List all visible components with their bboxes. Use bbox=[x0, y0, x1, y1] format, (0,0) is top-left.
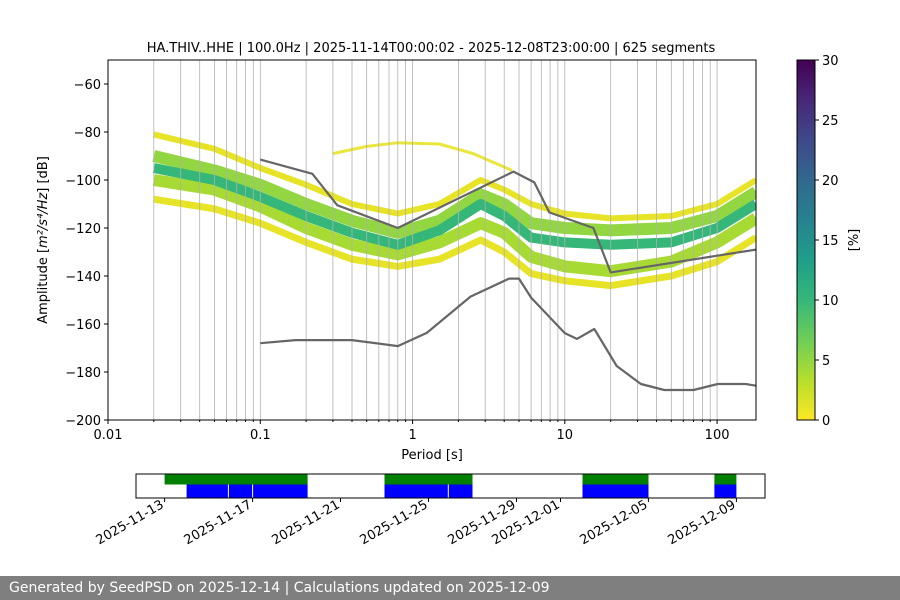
x-tick-label: 100 bbox=[705, 428, 730, 443]
x-tick-label: 10 bbox=[557, 428, 574, 443]
density-band-outer-lower bbox=[153, 195, 756, 290]
date-tick-label: 2025-12-05 bbox=[577, 497, 650, 548]
colorbar-tick-label: 30 bbox=[822, 54, 839, 69]
colorbar-gradient bbox=[796, 59, 816, 421]
density-band-core bbox=[152, 163, 756, 250]
x-tick-label: 0.1 bbox=[250, 428, 271, 443]
date-tick-label: 2025-12-09 bbox=[665, 497, 738, 548]
date-tick-label: 2025-11-25 bbox=[358, 497, 431, 548]
noise-model-nlnm bbox=[260, 277, 756, 392]
y-tick-label: −60 bbox=[74, 78, 101, 93]
colorbar-ticks: 0 5 10 15 20 25 30 bbox=[815, 54, 839, 429]
plot-frame bbox=[107, 59, 757, 421]
availability-segments bbox=[164, 474, 737, 498]
colorbar-tick-label: 10 bbox=[822, 294, 839, 309]
y-tick-label: −120 bbox=[65, 222, 101, 237]
availability-data-segment bbox=[384, 474, 473, 485]
psd-figure: HA.THIV..HHE | 100.0Hz | 2025-11-14T00:0… bbox=[36, 41, 862, 548]
colorbar-label: [%] bbox=[847, 229, 862, 252]
date-tick-label: 2025-11-21 bbox=[270, 497, 343, 548]
y-axis: −200 −180 −160 −140 −120 −100 −80 −60 bbox=[65, 78, 108, 429]
x-axis-label: Period [s] bbox=[401, 448, 463, 463]
colorbar-tick-label: 5 bbox=[822, 354, 830, 369]
colorbar-tick-label: 15 bbox=[822, 234, 839, 249]
date-tick-label: 2025-11-17 bbox=[182, 497, 255, 548]
density-band-upper bbox=[152, 150, 756, 239]
y-tick-label: −200 bbox=[65, 414, 101, 429]
x-tick-label: 1 bbox=[408, 428, 416, 443]
footer-text: Generated by SeedPSD on 2025-12-14 | Cal… bbox=[9, 580, 550, 596]
availability-computed-segment bbox=[714, 484, 737, 498]
plot-area bbox=[107, 59, 757, 421]
colorbar-tick-label: 20 bbox=[822, 174, 839, 189]
chart-title: HA.THIV..HHE | 100.0Hz | 2025-11-14T00:0… bbox=[147, 41, 716, 56]
availability-data-segment bbox=[164, 474, 308, 485]
availability-computed-segment bbox=[186, 484, 308, 498]
colorbar: 0 5 10 15 20 25 30 [%] bbox=[796, 54, 862, 429]
availability-computed-segment bbox=[384, 484, 473, 498]
y-tick-label: −160 bbox=[65, 318, 101, 333]
noise-model-nhnm bbox=[260, 158, 756, 274]
density-band-lower bbox=[152, 174, 756, 278]
y-axis-label: Amplitude [m²/s⁴/Hz] [dB] bbox=[36, 156, 51, 324]
colorbar-tick-label: 0 bbox=[822, 414, 830, 429]
date-tick-label: 2025-11-13 bbox=[94, 497, 167, 548]
data-availability-bar: 2025-11-13 2025-11-17 2025-11-21 2025-11-25… bbox=[94, 473, 766, 548]
y-tick-label: −180 bbox=[65, 366, 101, 381]
availability-computed-segment bbox=[582, 484, 649, 498]
availability-data-segment bbox=[582, 474, 649, 485]
density-band-outer-upper bbox=[153, 131, 756, 222]
availability-date-ticks: 2025-11-13 2025-11-17 2025-11-21 2025-11-25… bbox=[94, 497, 739, 548]
colorbar-tick-label: 25 bbox=[822, 114, 839, 129]
y-tick-label: −140 bbox=[65, 270, 101, 285]
x-axis: 0.01 0.1 1 10 100 bbox=[94, 420, 730, 443]
y-tick-label: −80 bbox=[74, 126, 101, 141]
y-tick-label: −100 bbox=[65, 174, 101, 189]
availability-data-segment bbox=[714, 474, 737, 485]
noise-model-curves bbox=[260, 158, 756, 392]
footer-bar: Generated by SeedPSD on 2025-12-14 | Cal… bbox=[0, 576, 900, 600]
period-grid bbox=[153, 60, 718, 420]
x-tick-label: 0.01 bbox=[94, 428, 123, 443]
